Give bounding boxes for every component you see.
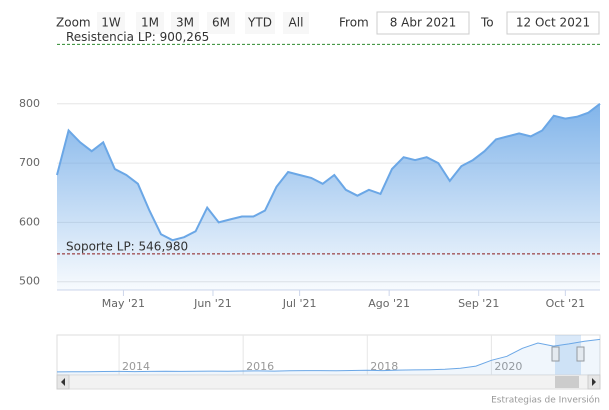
navigator-handle[interactable] — [551, 346, 560, 362]
range-button[interactable] — [245, 12, 275, 34]
y-tick-label: 800 — [19, 97, 40, 110]
range-button[interactable] — [171, 12, 199, 34]
credits[interactable]: Estrategias de Inversión — [491, 395, 600, 406]
range-button-label[interactable]: YTD — [247, 16, 272, 30]
range-button-label[interactable]: 3M — [176, 16, 194, 30]
zoom-label: Zoom — [56, 16, 91, 30]
range-button[interactable] — [97, 12, 125, 34]
from-value[interactable]: 8 Abr 2021 — [390, 16, 457, 30]
range-button[interactable] — [207, 12, 235, 34]
x-tick-label: May '21 — [102, 297, 145, 310]
x-tick-label: Ago '21 — [368, 297, 410, 310]
x-tick-label: Jun '21 — [193, 297, 232, 310]
navigator-area — [57, 339, 600, 375]
scrollbar-track[interactable] — [56, 374, 601, 390]
range-button-label[interactable]: 1W — [101, 16, 121, 30]
arrow-right — [592, 378, 596, 386]
from-label: From — [339, 16, 369, 30]
line — [56, 103, 601, 242]
plot-line-label: Soporte LP: 546,980 — [66, 239, 188, 253]
arrow-left — [61, 378, 65, 386]
y-tick-label: 600 — [19, 215, 40, 228]
navigator-tick-label: 2020 — [494, 360, 522, 373]
navigator-tick-label: 2018 — [370, 360, 398, 373]
scrollbar-thumb[interactable] — [555, 376, 579, 388]
navigator-tick-label: 2016 — [246, 360, 274, 373]
range-button-label[interactable]: 1M — [141, 16, 159, 30]
to-input[interactable] — [506, 11, 600, 35]
x-tick-label: Sep '21 — [458, 297, 499, 310]
x-tick-label: Jul '21 — [282, 297, 317, 310]
range-button-label[interactable]: All — [289, 16, 304, 30]
range-button[interactable] — [136, 12, 164, 34]
range-button[interactable] — [283, 12, 309, 34]
range-button-label[interactable]: 6M — [212, 16, 230, 30]
from-input[interactable] — [376, 11, 470, 35]
x-tick-label: Oct '21 — [546, 297, 586, 310]
navigator-tick-label: 2014 — [122, 360, 150, 373]
y-tick-label: 500 — [19, 275, 40, 288]
to-value[interactable]: 12 Oct 2021 — [516, 16, 590, 30]
navigator-line — [56, 338, 601, 373]
plot-line-label: Resistencia LP: 900,265 — [66, 30, 209, 44]
to-label: To — [480, 16, 494, 30]
navigator-handle[interactable] — [576, 346, 585, 362]
area — [57, 103, 600, 290]
y-tick-label: 700 — [19, 156, 40, 169]
